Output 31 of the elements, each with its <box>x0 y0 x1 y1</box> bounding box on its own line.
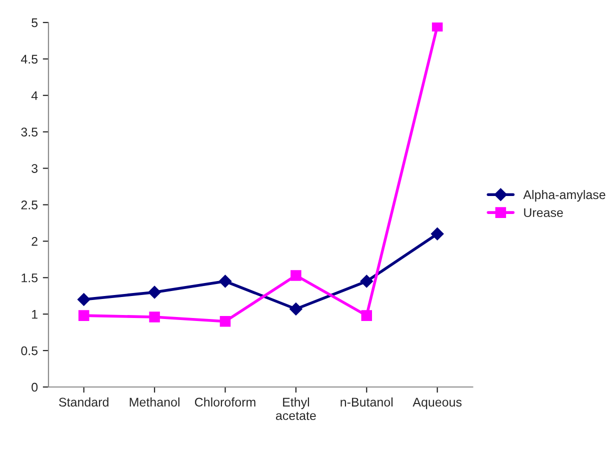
y-tick-label: 0 <box>32 382 38 392</box>
point <box>148 286 161 299</box>
point <box>77 293 90 306</box>
y-tick-label: 0.5 <box>21 346 38 356</box>
x-tick-label: Ethyl acetate <box>276 397 316 420</box>
x-tick-label: Aqueous <box>412 398 462 410</box>
y-tick-label: 5 <box>32 18 38 28</box>
x-tick-label: Methanol <box>130 397 180 407</box>
y-tick-label: 1.5 <box>22 274 38 282</box>
y-tick-label: 2 <box>32 237 38 246</box>
legend-label: Alpha-amylase <box>523 190 606 202</box>
point <box>360 274 374 288</box>
point <box>361 310 372 321</box>
point <box>218 274 232 288</box>
y-tick-label: 3.5 <box>21 128 38 136</box>
point <box>220 316 231 327</box>
y-tick-label: 4 <box>31 91 38 100</box>
y-tick-label: 1 <box>32 310 38 319</box>
x-tick-label: Standard <box>59 397 108 407</box>
legend-label: Urease <box>524 208 563 218</box>
y-tick-label: 2.5 <box>21 200 38 210</box>
x-tick-label: n-Butanol <box>340 397 393 407</box>
point <box>290 302 302 316</box>
x-tick-label: Chloroform <box>194 397 256 407</box>
point <box>149 312 160 322</box>
point <box>432 22 443 32</box>
point <box>430 227 444 240</box>
point <box>78 310 90 321</box>
y-tick-label: 4.5 <box>20 54 38 64</box>
y-tick-label: 3 <box>32 164 38 173</box>
point <box>290 270 302 281</box>
